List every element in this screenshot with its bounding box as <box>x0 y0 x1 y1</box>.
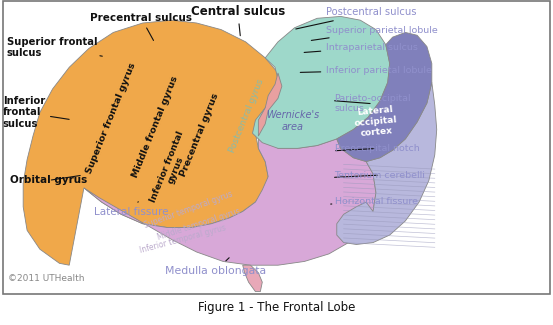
Text: Inferior parietal lobule: Inferior parietal lobule <box>300 66 432 75</box>
Polygon shape <box>337 32 432 162</box>
Text: Inferior frontal
gyrus: Inferior frontal gyrus <box>148 130 195 207</box>
Text: Precentral sulcus: Precentral sulcus <box>90 13 192 40</box>
Text: Superior frontal
sulcus: Superior frontal sulcus <box>7 36 102 58</box>
Text: Superior temporal gyrus: Superior temporal gyrus <box>143 190 233 230</box>
Polygon shape <box>23 20 282 265</box>
Text: Inferior
frontal
sulcus: Inferior frontal sulcus <box>3 96 69 129</box>
Text: Parieto-occipital
sulcus: Parieto-occipital sulcus <box>335 94 411 113</box>
Text: Orbital gyrus: Orbital gyrus <box>10 176 87 185</box>
Polygon shape <box>243 265 262 292</box>
Text: Middle frontal gyrus: Middle frontal gyrus <box>131 75 179 179</box>
Text: Tentorium cerebelli: Tentorium cerebelli <box>335 171 425 180</box>
Text: Superior parietal lobule: Superior parietal lobule <box>311 26 438 40</box>
Text: Central sulcus: Central sulcus <box>191 5 285 36</box>
Text: Horizontal fissure: Horizontal fissure <box>331 197 418 206</box>
Text: Postcentral sulcus: Postcentral sulcus <box>296 7 417 29</box>
Text: Lateral
occipital
cortex: Lateral occipital cortex <box>353 105 399 138</box>
Polygon shape <box>84 124 376 265</box>
Text: Wernicke's
area: Wernicke's area <box>267 111 320 132</box>
Text: Medulla oblongata: Medulla oblongata <box>165 258 266 276</box>
Text: ©2011 UTHealth: ©2011 UTHealth <box>8 274 85 282</box>
Text: Superior frontal gyrus: Superior frontal gyrus <box>84 61 137 175</box>
Text: Intraparietal sulcus: Intraparietal sulcus <box>304 43 418 52</box>
Text: Inferior temporal gyrus: Inferior temporal gyrus <box>138 224 227 255</box>
Text: Middle temporal gyrus: Middle temporal gyrus <box>156 207 242 242</box>
Text: Lateral fissure: Lateral fissure <box>94 202 169 217</box>
Text: Preoccipital notch: Preoccipital notch <box>335 144 419 153</box>
Polygon shape <box>337 82 437 244</box>
Text: Postcentral gyrus: Postcentral gyrus <box>227 77 265 153</box>
Text: Figure 1 - The Frontal Lobe: Figure 1 - The Frontal Lobe <box>198 301 355 314</box>
Text: Precentral gyrus: Precentral gyrus <box>178 92 220 178</box>
Polygon shape <box>253 16 390 148</box>
Polygon shape <box>258 73 282 136</box>
